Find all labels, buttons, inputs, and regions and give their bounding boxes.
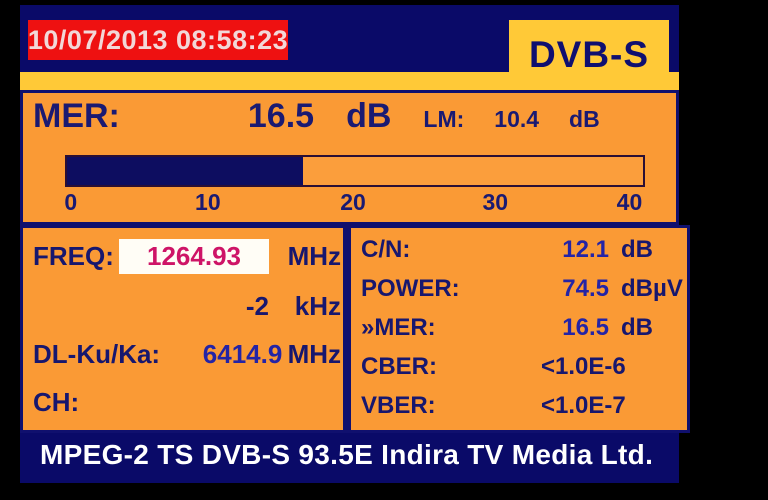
mer2-label: »MER:: [361, 313, 436, 341]
offset-row: -2 kHz: [33, 291, 341, 322]
power-value: 74.5: [562, 274, 609, 302]
vber-value: <1.0E-7: [541, 392, 626, 420]
scale-tick-0: 0: [64, 189, 78, 215]
datetime-display: 10/07/2013 08:58:23: [28, 20, 288, 60]
mer2-row: »MER: 16.5 dB: [361, 314, 683, 342]
signal-mode-label: DVB-S: [528, 34, 650, 75]
offset-unit: kHz: [294, 290, 341, 321]
offset-value: -2: [245, 290, 269, 321]
downlink-row: DL-Ku/Ka: 6414.9 MHz: [33, 339, 341, 370]
transport-stream-text: MPEG-2 TS DVB-S 93.5E Indira TV Media Lt…: [40, 439, 654, 470]
mer2-value: 16.5: [562, 313, 609, 341]
freq-row: FREQ: 1264.93 MHz: [33, 238, 341, 274]
link-margin-value: 10.4: [494, 106, 540, 132]
freq-unit: MHz: [287, 240, 341, 271]
power-label: POWER:: [361, 274, 460, 302]
cn-label: C/N:: [361, 235, 411, 263]
mer-scale: 0 10 20 30 40: [64, 189, 643, 219]
vber-label: VBER:: [361, 392, 436, 420]
link-margin-unit: dB: [569, 106, 600, 132]
downlink-label: DL-Ku/Ka:: [33, 338, 161, 369]
freq-label: FREQ:: [33, 240, 114, 271]
mer-label: MER:: [33, 97, 120, 135]
link-margin-label: LM:: [423, 106, 465, 132]
channel-label: CH:: [33, 386, 80, 417]
mer2-unit: dB: [621, 313, 653, 341]
cn-row: C/N: 12.1 dB: [361, 236, 683, 264]
power-row: POWER: 74.5 dBµV: [361, 275, 683, 303]
vber-row: VBER: <1.0E-7: [361, 392, 683, 420]
signal-mode-badge: DVB-S: [509, 20, 669, 90]
mer-value: 16.5: [247, 97, 315, 135]
scale-tick-30: 30: [482, 189, 509, 215]
downlink-value: 6414.9: [202, 338, 283, 369]
cber-label: CBER:: [361, 353, 437, 381]
mer-unit: dB: [346, 97, 392, 135]
power-unit: dBµV: [621, 274, 683, 302]
mer-readout-row: MER: 16.5 dB LM: 10.4 dB: [23, 93, 676, 136]
scale-tick-10: 10: [195, 189, 221, 215]
downlink-unit: MHz: [287, 338, 341, 369]
frequency-panel: FREQ: 1264.93 MHz -2 kHz DL-Ku/Ka: 6414.…: [20, 225, 346, 433]
measurement-panels: FREQ: 1264.93 MHz -2 kHz DL-Ku/Ka: 6414.…: [20, 225, 690, 433]
mer-bar-gauge: [65, 155, 645, 187]
mer-bar-fill: [67, 157, 304, 185]
freq-value-field[interactable]: 1264.93: [119, 238, 269, 274]
meter-display: 10/07/2013 08:58:23 DVB-S MER: 16.5 dB L…: [20, 5, 690, 483]
signal-quality-panel: C/N: 12.1 dB POWER: 74.5 dBµV »MER: 16.5…: [348, 225, 690, 433]
scale-tick-20: 20: [340, 189, 366, 215]
channel-row: CH:: [33, 387, 341, 418]
transport-stream-bar: MPEG-2 TS DVB-S 93.5E Indira TV Media Lt…: [20, 433, 679, 483]
header-bar: 10/07/2013 08:58:23 DVB-S: [20, 5, 679, 90]
datetime-text: 10/07/2013 08:58:23: [27, 24, 289, 55]
cber-value: <1.0E-6: [541, 353, 626, 381]
cber-row: CBER: <1.0E-6: [361, 353, 683, 381]
mer-gauge-panel: MER: 16.5 dB LM: 10.4 dB 0 10 20 30 40: [20, 90, 679, 225]
cn-value: 12.1: [562, 235, 609, 263]
cn-unit: dB: [621, 235, 653, 263]
scale-tick-40: 40: [616, 189, 643, 215]
